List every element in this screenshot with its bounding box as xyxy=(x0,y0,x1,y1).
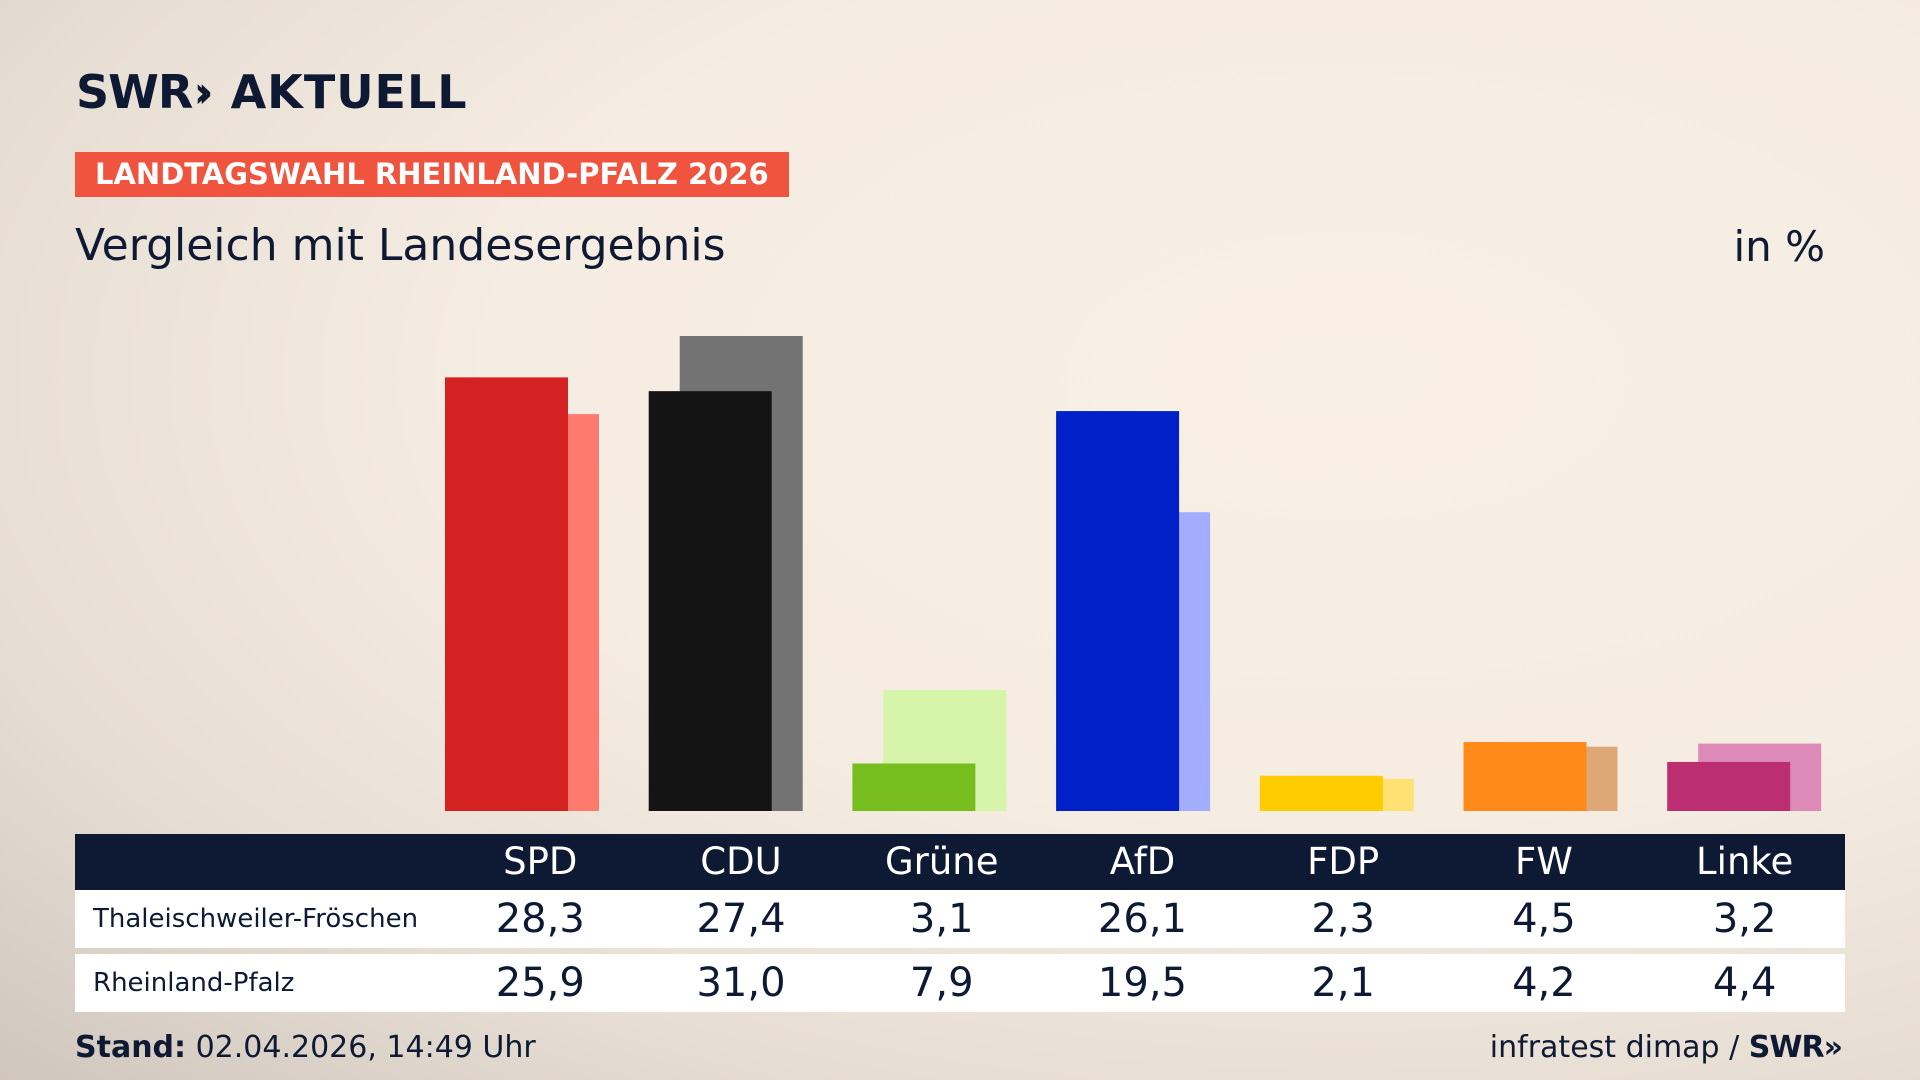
column-header: FW xyxy=(1514,840,1573,883)
bar-ortsergebnis-cdu xyxy=(648,391,772,811)
table-cell: 4,4 xyxy=(1712,960,1777,1006)
column-header: Linke xyxy=(1696,840,1794,883)
column-header: CDU xyxy=(700,840,782,883)
table-cell: 3,1 xyxy=(909,896,974,942)
table-header: SPD CDU Grüne AfD FDP FW Linke xyxy=(75,834,1845,890)
table-cell: 3,2 xyxy=(1712,896,1777,942)
brand-name: SWR xyxy=(76,65,193,119)
table-cell: 4,2 xyxy=(1512,960,1576,1006)
bar-ortsergebnis-spd xyxy=(445,377,568,811)
double-chevron-icon: » xyxy=(1823,1030,1843,1065)
bar-ortsergebnis-afd xyxy=(1056,411,1180,811)
chart-subtitle: Vergleich mit Landesergebnis xyxy=(75,220,726,271)
unit-label: in % xyxy=(1733,222,1825,271)
bar-chart xyxy=(445,336,1822,811)
column-header: AfD xyxy=(1109,840,1176,883)
table-cell: 2,1 xyxy=(1311,960,1375,1006)
brand-sub: AKTUELL xyxy=(230,65,468,119)
column-header: SPD xyxy=(503,840,578,883)
source-text: infratest dimap / xyxy=(1489,1030,1740,1065)
table-header-blank xyxy=(75,834,440,890)
stand-value: 02.04.2026, 14:49 Uhr xyxy=(195,1030,536,1065)
source-brand: SWR xyxy=(1748,1030,1825,1065)
table-cell: 27,4 xyxy=(696,896,786,942)
bar-ortsergebnis-grne xyxy=(852,763,976,811)
table-row: Rheinland-Pfalz 25,9 31,0 7,9 19,5 2,1 4… xyxy=(75,954,1845,1012)
table-cell: 28,3 xyxy=(495,896,585,942)
stand-timestamp: Stand: 02.04.2026, 14:49 Uhr xyxy=(75,1030,536,1065)
election-tag: LANDTAGSWAHL RHEINLAND-PFALZ 2026 xyxy=(75,152,789,197)
table-cell: 4,5 xyxy=(1512,896,1576,942)
table-cell: 19,5 xyxy=(1097,960,1187,1006)
table-cell: 7,9 xyxy=(909,960,974,1006)
column-header: FDP xyxy=(1307,840,1380,883)
results-table: SPD CDU Grüne AfD FDP FW Linke Thaleisch… xyxy=(75,834,1845,1012)
source-credit: infratest dimap / SWR» xyxy=(1489,1030,1843,1065)
column-header: Grüne xyxy=(884,840,999,883)
stand-label: Stand: xyxy=(75,1030,187,1065)
row-label: Thaleischweiler-Fröschen xyxy=(93,904,419,934)
table-row: Thaleischweiler-Fröschen 28,3 27,4 3,1 2… xyxy=(75,890,1845,948)
bar-ortsergebnis-fw xyxy=(1463,742,1587,811)
bar-ortsergebnis-linke xyxy=(1667,761,1791,811)
swr-aktuell-logo: SWR ›› AKTUELL xyxy=(76,65,468,119)
table-cell: 25,9 xyxy=(495,960,585,1006)
table-cell: 26,1 xyxy=(1097,896,1187,942)
bar-ortsergebnis-fdp xyxy=(1259,775,1383,811)
table-cell: 2,3 xyxy=(1311,896,1375,942)
table-cell: 31,0 xyxy=(696,960,786,1006)
row-label: Rheinland-Pfalz xyxy=(93,968,295,998)
